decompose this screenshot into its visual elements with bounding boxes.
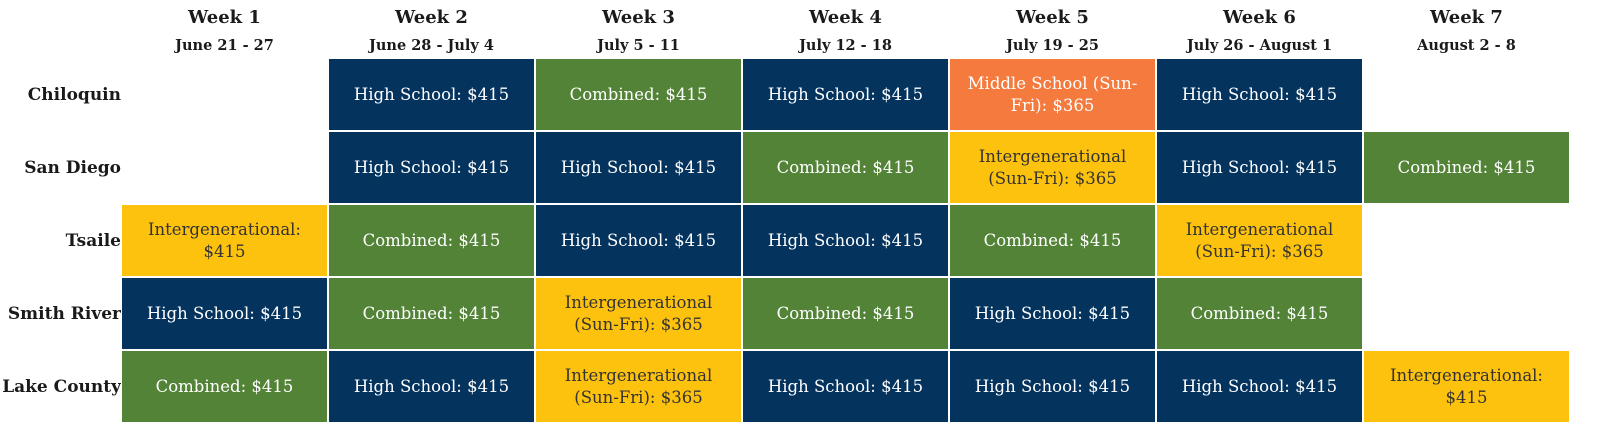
week-header-1: Week 1 June 21 - 27	[121, 4, 328, 60]
session-cell-intergenerational: Intergenerational (Sun-Fri): $365	[949, 131, 1156, 204]
session-cell-high-school: High School: $415	[121, 277, 328, 350]
session-cell-high-school: High School: $415	[742, 204, 949, 277]
session-cell-intergenerational: Intergenerational: $415	[121, 204, 328, 277]
session-cell-high-school: High School: $415	[742, 58, 949, 131]
empty-cell	[121, 58, 328, 131]
location-label-chiloquin: Chiloquin	[27, 84, 121, 105]
session-cell-high-school: High School: $415	[328, 58, 535, 131]
week-label: Week 7	[1430, 7, 1503, 28]
session-cell-combined: Combined: $415	[328, 204, 535, 277]
empty-cell	[1363, 277, 1570, 350]
session-cell-high-school: High School: $415	[949, 277, 1156, 350]
week-label: Week 5	[1016, 7, 1089, 28]
session-cell-intergenerational: Intergenerational (Sun-Fri): $365	[535, 350, 742, 423]
session-cell-intergenerational: Intergenerational (Sun-Fri): $365	[535, 277, 742, 350]
week-label: Week 3	[602, 7, 675, 28]
session-cell-combined: Combined: $415	[1156, 277, 1363, 350]
empty-cell	[121, 131, 328, 204]
location-label-smith-river: Smith River	[7, 303, 121, 324]
session-cell-combined: Combined: $415	[535, 58, 742, 131]
session-cell-combined: Combined: $415	[1363, 131, 1570, 204]
week-header-4: Week 4 July 12 - 18	[742, 4, 949, 60]
session-cell-combined: Combined: $415	[949, 204, 1156, 277]
location-label-tsaile: Tsaile	[65, 230, 121, 251]
session-cell-combined: Combined: $415	[121, 350, 328, 423]
week-dates: August 2 - 8	[1417, 37, 1516, 54]
session-cell-high-school: High School: $415	[1156, 350, 1363, 423]
week-dates: June 28 - July 4	[369, 37, 494, 54]
week-dates: June 21 - 27	[175, 37, 274, 54]
week-dates: July 12 - 18	[799, 37, 892, 54]
week-header-6: Week 6 July 26 - August 1	[1156, 4, 1363, 60]
week-label: Week 4	[809, 7, 882, 28]
week-header-2: Week 2 June 28 - July 4	[328, 4, 535, 60]
session-cell-intergenerational: Intergenerational: $415	[1363, 350, 1570, 423]
week-label: Week 6	[1223, 7, 1296, 28]
week-dates: July 5 - 11	[597, 37, 680, 54]
location-label-san-diego: San Diego	[24, 157, 121, 178]
session-cell-high-school: High School: $415	[328, 131, 535, 204]
week-label: Week 2	[395, 7, 468, 28]
session-cell-high-school: High School: $415	[535, 131, 742, 204]
session-cell-high-school: High School: $415	[742, 350, 949, 423]
session-cell-combined: Combined: $415	[742, 131, 949, 204]
session-cell-combined: Combined: $415	[742, 277, 949, 350]
session-cell-high-school: High School: $415	[949, 350, 1156, 423]
session-cell-high-school: High School: $415	[328, 350, 535, 423]
session-cell-high-school: High School: $415	[535, 204, 742, 277]
location-label-lake-county: Lake County	[2, 376, 121, 397]
week-header-7: Week 7 August 2 - 8	[1363, 4, 1570, 60]
week-header-5: Week 5 July 19 - 25	[949, 4, 1156, 60]
empty-cell	[1363, 58, 1570, 131]
session-cell-middle-school: Middle School (Sun-Fri): $365	[949, 58, 1156, 131]
empty-cell	[1363, 204, 1570, 277]
week-dates: July 19 - 25	[1006, 37, 1099, 54]
week-dates: July 26 - August 1	[1186, 37, 1333, 54]
session-cell-combined: Combined: $415	[328, 277, 535, 350]
week-header-3: Week 3 July 5 - 11	[535, 4, 742, 60]
session-cell-intergenerational: Intergenerational (Sun-Fri): $365	[1156, 204, 1363, 277]
session-cell-high-school: High School: $415	[1156, 131, 1363, 204]
week-label: Week 1	[188, 7, 261, 28]
session-cell-high-school: High School: $415	[1156, 58, 1363, 131]
